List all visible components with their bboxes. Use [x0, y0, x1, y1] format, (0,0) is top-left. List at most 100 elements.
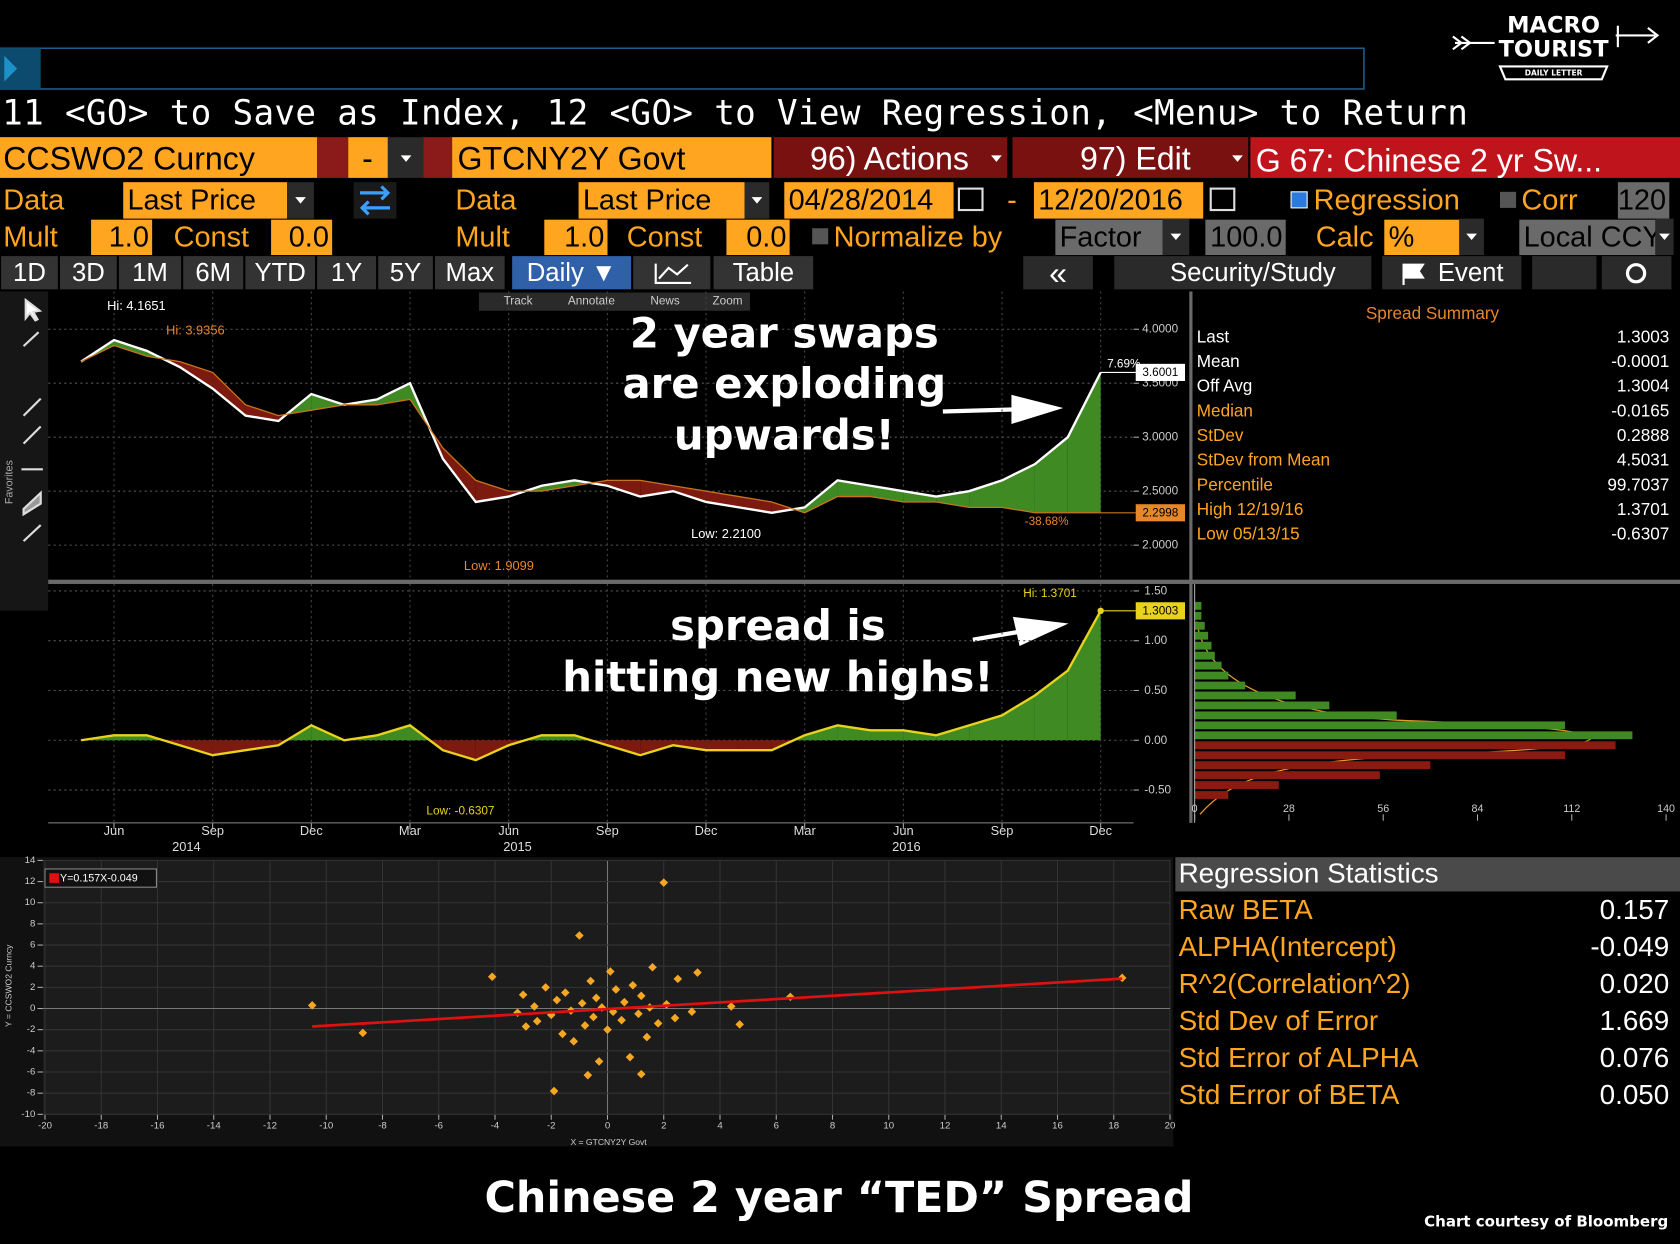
- tab[interactable]: [245, 256, 315, 290]
- tab[interactable]: [60, 256, 117, 290]
- tool-icons: [21, 297, 43, 542]
- tab[interactable]: [633, 256, 711, 290]
- scatter-point: [634, 1009, 643, 1019]
- field[interactable]: [784, 182, 954, 219]
- operator-field[interactable]: -: [362, 141, 373, 177]
- x-tick-label: 6: [774, 1121, 779, 1132]
- tab-label[interactable]: YTD: [254, 259, 305, 287]
- tab-label[interactable]: 1D: [13, 259, 46, 287]
- tab-label[interactable]: 1Y: [331, 259, 362, 287]
- menu-item[interactable]: Zoom: [713, 295, 743, 308]
- field-value[interactable]: 04/28/2014: [789, 184, 934, 216]
- tab-label[interactable]: 1M: [132, 259, 168, 287]
- field-value[interactable]: Factor: [1060, 221, 1142, 253]
- tab-label[interactable]: 6M: [195, 259, 231, 287]
- field[interactable]: [91, 219, 153, 256]
- button[interactable]: [1012, 137, 1249, 178]
- tab[interactable]: [435, 256, 505, 290]
- field[interactable]: [726, 219, 790, 256]
- field-value[interactable]: 0.0: [746, 221, 786, 253]
- histogram-bar: [1194, 681, 1246, 690]
- calendar-icon[interactable]: [957, 187, 984, 212]
- field[interactable]: [1384, 219, 1460, 256]
- tab-label[interactable]: Table: [733, 259, 794, 287]
- summary-value: -0.0001: [1611, 351, 1669, 371]
- field[interactable]: [1519, 219, 1656, 256]
- x-tick-label: 84: [1472, 803, 1484, 815]
- dropdown-arrow: [1466, 233, 1477, 241]
- fill-area: [541, 480, 575, 492]
- field-value[interactable]: Last Price: [583, 184, 712, 216]
- field-value[interactable]: 1.0: [564, 221, 604, 253]
- histogram-bar: [1194, 721, 1566, 730]
- legend-swatch: [49, 873, 59, 883]
- tab-label[interactable]: Security/Study: [1170, 259, 1336, 287]
- field-value[interactable]: 120: [1618, 184, 1666, 216]
- button[interactable]: [773, 137, 1008, 178]
- tab[interactable]: [713, 256, 814, 290]
- field[interactable]: [1205, 219, 1286, 256]
- tab-label[interactable]: 5Y: [390, 259, 421, 287]
- field[interactable]: [452, 137, 772, 178]
- tab[interactable]: [1601, 256, 1672, 290]
- x-tick-label: 10: [883, 1121, 894, 1132]
- scatter-point: [561, 988, 570, 997]
- field[interactable]: [1055, 219, 1163, 256]
- y-tick-label: 14: [25, 855, 36, 866]
- swap-button[interactable]: [353, 182, 397, 219]
- tab[interactable]: [317, 256, 377, 290]
- tab[interactable]: [1532, 256, 1597, 290]
- tab[interactable]: [183, 256, 244, 290]
- calendar-icon[interactable]: [1209, 187, 1236, 212]
- field[interactable]: [0, 137, 318, 178]
- summary-label: Percentile: [1197, 474, 1273, 494]
- y-tick-label: 2: [30, 982, 35, 993]
- tab[interactable]: [1, 256, 58, 290]
- x-tick-label: 12: [940, 1121, 951, 1132]
- field-value[interactable]: %: [1389, 221, 1415, 253]
- tab-label[interactable]: Event: [1438, 259, 1504, 287]
- end-label: 2.2998: [1142, 506, 1178, 519]
- actions-button[interactable]: 96) Actions: [810, 141, 969, 177]
- fill-area: [1002, 695, 1035, 741]
- x-tick-label: 28: [1283, 803, 1295, 815]
- dropdown-arrow: [1170, 233, 1182, 241]
- stat-label: Std Error of ALPHA: [1179, 1042, 1419, 1073]
- field-label: Corr: [1521, 184, 1578, 216]
- field[interactable]: [578, 182, 745, 219]
- field-value[interactable]: 100.0: [1210, 221, 1282, 253]
- field[interactable]: [271, 219, 333, 256]
- tab[interactable]: [118, 256, 182, 290]
- favorites-label: Favorites: [4, 460, 16, 504]
- field[interactable]: [123, 182, 288, 219]
- tab[interactable]: [512, 256, 632, 290]
- scatter-point: [541, 983, 550, 992]
- menu-item[interactable]: Track: [504, 295, 533, 308]
- field[interactable]: [348, 137, 388, 178]
- field-value[interactable]: Local CCY: [1524, 221, 1662, 253]
- tab[interactable]: [378, 256, 433, 290]
- field-value[interactable]: 0.0: [289, 221, 329, 253]
- field[interactable]: [1617, 182, 1670, 219]
- tab-label[interactable]: 3D: [72, 259, 105, 287]
- security-field[interactable]: CCSWO2 Curncy: [3, 141, 255, 177]
- tab[interactable]: [1114, 256, 1372, 290]
- menu-item[interactable]: News: [650, 295, 680, 308]
- field-value[interactable]: 12/20/2016: [1038, 184, 1183, 216]
- security-field[interactable]: GTCNY2Y Govt: [458, 141, 686, 177]
- checkbox[interactable]: [1290, 191, 1308, 209]
- field[interactable]: [544, 219, 608, 256]
- x-tick-label: -4: [491, 1121, 500, 1132]
- tab-label[interactable]: Daily ▼: [527, 259, 617, 287]
- field-value[interactable]: Last Price: [127, 184, 256, 216]
- field-value[interactable]: 1.0: [109, 221, 149, 253]
- checkbox[interactable]: [812, 228, 829, 245]
- tab-label[interactable]: Max: [446, 259, 495, 287]
- edit-button[interactable]: 97) Edit: [1080, 141, 1191, 177]
- checkbox[interactable]: [1500, 191, 1517, 208]
- field[interactable]: [1033, 182, 1204, 219]
- menu-item[interactable]: Annotate: [568, 295, 616, 308]
- command-input[interactable]: [0, 47, 1365, 90]
- tab[interactable]: [1023, 256, 1093, 290]
- tab-label[interactable]: «: [1049, 255, 1067, 291]
